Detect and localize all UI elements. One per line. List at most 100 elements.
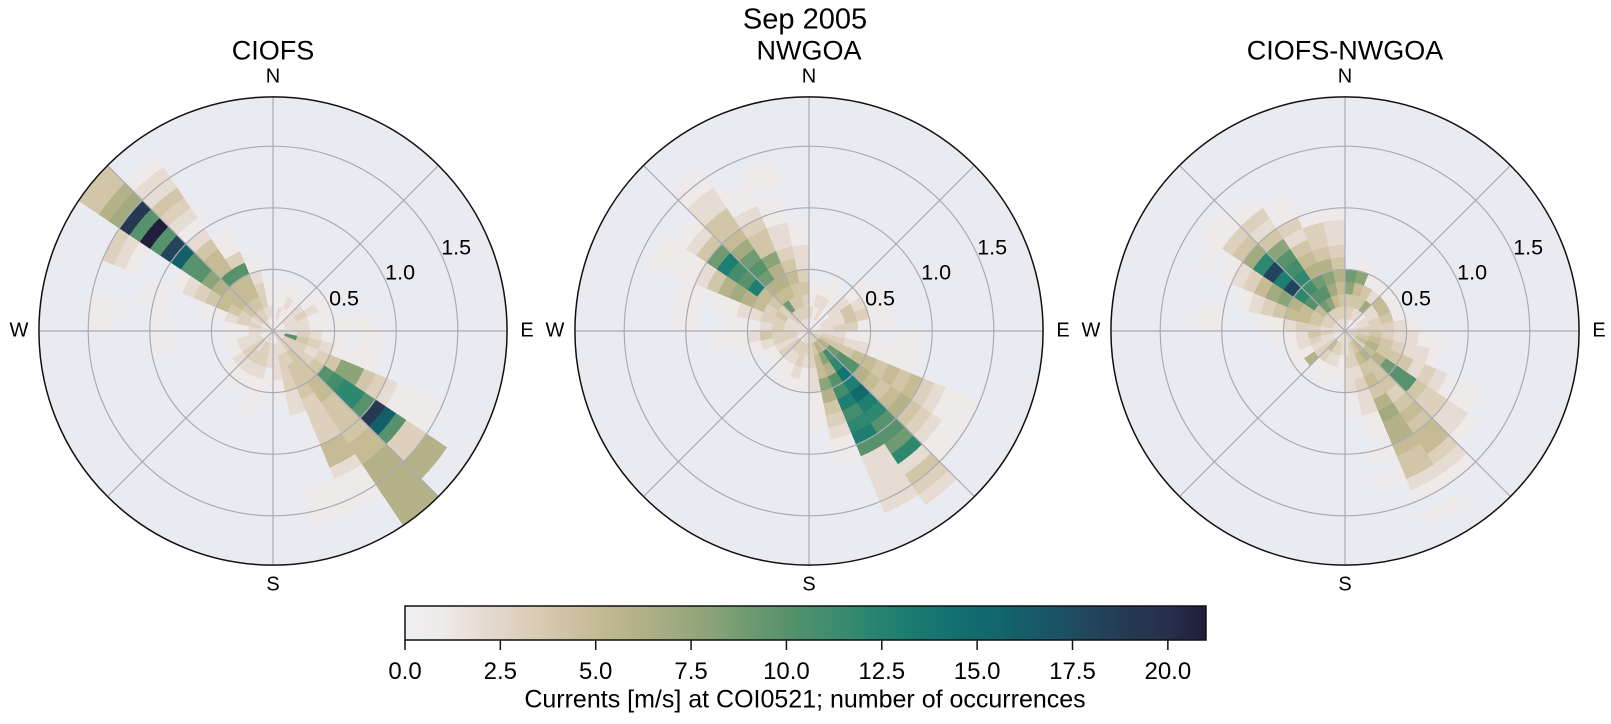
cell (1365, 340, 1380, 352)
rtick-label-1.0-3: 1.0 (1457, 260, 1488, 285)
cell (1331, 341, 1341, 354)
cell (804, 306, 809, 319)
cell (273, 367, 283, 381)
cell (879, 484, 919, 514)
cell (850, 383, 870, 403)
cell (905, 331, 920, 353)
cell (149, 306, 165, 331)
cells-3 (1197, 194, 1482, 525)
cell (722, 331, 737, 348)
cell (827, 274, 844, 291)
cell (890, 368, 912, 393)
cell (752, 296, 769, 313)
cell (1257, 228, 1284, 253)
cell (1297, 251, 1317, 270)
cell (826, 304, 840, 318)
cell (861, 372, 881, 392)
cell (1427, 435, 1459, 465)
cell (816, 365, 828, 380)
cell (851, 423, 878, 445)
cell (669, 167, 707, 201)
cell (1320, 326, 1333, 331)
cell (816, 282, 828, 297)
cell (790, 282, 802, 297)
cell (1353, 337, 1366, 349)
cell (1347, 306, 1355, 320)
compass-label-n-1: N (265, 65, 281, 88)
cell (747, 228, 772, 250)
cell (1354, 296, 1366, 311)
cell (273, 391, 288, 405)
cell (837, 392, 857, 411)
cell (1308, 335, 1323, 346)
cell (1307, 234, 1329, 252)
cell (1335, 367, 1345, 381)
cell (1359, 285, 1373, 301)
colorbar-tick-12.5: 12.5 (858, 658, 906, 685)
cell (160, 235, 186, 263)
cell (774, 371, 791, 388)
cell (249, 376, 264, 392)
cell (344, 364, 365, 386)
cell (828, 422, 852, 440)
cell (1359, 361, 1373, 377)
cell (809, 331, 814, 344)
cell (1356, 333, 1370, 341)
rtick-label-1.0-2: 1.0 (921, 260, 952, 285)
rtick-label-0.5-1: 0.5 (329, 286, 360, 311)
cell (266, 319, 273, 331)
cell (281, 337, 294, 349)
cell (829, 357, 844, 372)
cell (747, 318, 761, 331)
cell (212, 307, 228, 322)
cell (1414, 385, 1438, 410)
cell (802, 331, 809, 343)
cell (329, 453, 362, 479)
cell (100, 297, 116, 331)
cell (238, 340, 253, 352)
cell (416, 397, 444, 434)
cell (869, 378, 891, 401)
cell (1365, 310, 1380, 322)
cell (277, 294, 288, 309)
cell (1365, 357, 1380, 372)
cell (1437, 373, 1459, 400)
cell (931, 387, 957, 420)
cell (849, 349, 866, 366)
cell (845, 321, 859, 331)
cell (1393, 331, 1407, 344)
cell (295, 316, 310, 327)
cell (216, 296, 233, 313)
polar-spine (574, 96, 1044, 566)
cell (1324, 313, 1337, 325)
cell (293, 340, 308, 352)
cell (273, 319, 280, 331)
cell (1375, 345, 1391, 359)
cell (1299, 345, 1315, 359)
cell (314, 383, 334, 403)
cell (273, 343, 278, 356)
cell (355, 435, 387, 465)
cell (375, 461, 413, 495)
cell (242, 344, 256, 358)
cell (1340, 331, 1345, 344)
cell (784, 331, 797, 336)
cell (1197, 302, 1213, 331)
cell (1362, 304, 1376, 318)
cell (1405, 331, 1419, 346)
cell (829, 340, 844, 352)
cell (377, 413, 407, 445)
cell (1295, 321, 1309, 331)
polar-spine (38, 96, 508, 566)
cell (260, 379, 273, 393)
cell (1358, 348, 1372, 362)
cell (394, 426, 427, 462)
cell (796, 326, 809, 331)
cell (1354, 270, 1369, 286)
cell (1209, 304, 1225, 331)
cell (1272, 302, 1289, 319)
cell (799, 342, 807, 356)
cell (181, 276, 202, 298)
cell (1357, 387, 1374, 404)
